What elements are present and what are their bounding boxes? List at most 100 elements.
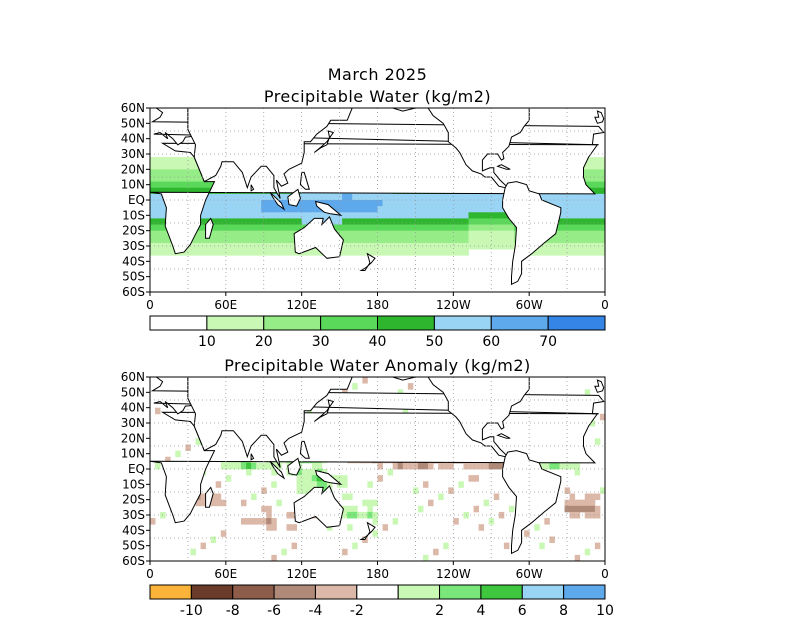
coastline-borneo <box>287 457 301 476</box>
coastline-asia <box>187 108 378 199</box>
colorbar-swatch <box>563 584 606 600</box>
colorbar-swatch <box>320 315 379 331</box>
colorbar-swatch <box>206 315 265 331</box>
map-title-line-2: Precipitable Water (kg/m2) <box>263 87 492 106</box>
lat-label: 20N <box>121 162 145 176</box>
coastline-uk <box>594 110 605 124</box>
map-title-line-1: March 2025 <box>327 65 428 84</box>
coastline-uk <box>594 379 605 393</box>
colorbar-label: -8 <box>226 603 240 618</box>
colorbar-swatch <box>433 315 492 331</box>
continents <box>150 377 605 555</box>
colorbar-label: 30 <box>312 334 330 350</box>
colorbar-label: 2 <box>435 603 444 618</box>
colorbar-label: -2 <box>350 603 364 618</box>
lat-label: 10S <box>122 477 145 491</box>
lon-label: 60E <box>214 298 237 312</box>
colorbar: -10 -8 -6 -4 -2 2 4 6 8 10 <box>149 584 614 618</box>
lon-label: 0 <box>146 298 154 312</box>
colorbar-swatch <box>439 584 482 600</box>
coastline-asia <box>187 377 378 468</box>
lon-label: 0 <box>601 298 609 312</box>
lon-label: 60W <box>516 298 543 312</box>
lat-label: 20S <box>122 493 145 507</box>
continents <box>150 108 605 286</box>
lat-label: 30S <box>122 508 145 522</box>
colorbar-swatch <box>149 584 192 600</box>
coastline-northAmerica <box>392 108 530 189</box>
lon-label: 60W <box>516 567 543 581</box>
coastline-sriLanka <box>250 453 255 461</box>
lat-label: 30N <box>121 416 145 430</box>
coastline-greenland <box>527 377 550 378</box>
colorbar-swatch <box>377 315 435 331</box>
coastline-northAmerica <box>392 377 530 458</box>
coastline-cuba <box>496 433 511 439</box>
colorbar-label: 8 <box>559 603 568 618</box>
coastline-sumatra <box>269 460 286 480</box>
colorbar-label: 50 <box>425 334 443 350</box>
colorbar-label: 10 <box>198 334 216 350</box>
coastline-nz <box>359 521 376 540</box>
lat-label: 40N <box>121 401 145 415</box>
colorbar-swatch <box>480 584 523 600</box>
colorbar-swatch <box>521 584 565 600</box>
coastline-sumatra <box>269 191 286 211</box>
lat-label: 60N <box>121 101 145 115</box>
lat-label: 60N <box>121 370 145 384</box>
lat-label: 50N <box>121 385 145 399</box>
colorbar-label: -4 <box>308 603 322 618</box>
colorbar-swatch <box>547 315 606 331</box>
coastline-nz <box>359 252 376 271</box>
colorbar-label: 60 <box>482 334 500 350</box>
colorbar-swatch <box>356 584 399 600</box>
lat-label: 50N <box>121 116 145 130</box>
colorbar-label: 70 <box>539 334 557 350</box>
colorbar-swatch <box>263 315 322 331</box>
colorbar-label: 20 <box>255 334 273 350</box>
lat-label: 60S <box>122 285 145 299</box>
lat-label: 40N <box>121 132 145 146</box>
lon-label: 0 <box>146 567 154 581</box>
colorbar: 10 20 30 40 50 60 70 <box>149 315 606 350</box>
lon-label: 120E <box>286 298 317 312</box>
colorbar-label: 40 <box>369 334 387 350</box>
lat-label: EQ <box>128 462 145 476</box>
lat-label: 10N <box>121 447 145 461</box>
coastline-madagascar <box>205 217 214 239</box>
lat-label: 50S <box>122 270 145 284</box>
colorbar-label: -6 <box>267 603 281 618</box>
lat-label: 10S <box>122 208 145 222</box>
graticule <box>150 108 605 292</box>
coastline-newGuinea <box>314 469 343 486</box>
coastline-sriLanka <box>250 184 255 192</box>
lon-label: 60E <box>214 567 237 581</box>
lon-label: 120W <box>436 567 471 581</box>
coastline-cuba <box>496 164 511 170</box>
colorbar-label: 4 <box>476 603 485 618</box>
lat-label: 30S <box>122 239 145 253</box>
colorbar-swatch <box>490 315 549 331</box>
lat-label: 30N <box>121 147 145 161</box>
coastline-southAmerica <box>502 181 562 286</box>
lon-label: 120W <box>436 298 471 312</box>
lat-label: 20S <box>122 224 145 238</box>
lat-label: EQ <box>128 193 145 207</box>
coastline-japan <box>313 130 335 153</box>
lat-label: 20N <box>121 431 145 445</box>
colorbar-swatch <box>273 584 316 600</box>
coastline-greenland <box>527 108 550 109</box>
colorbar-label: 6 <box>518 603 527 618</box>
colorbar-swatch <box>397 584 441 600</box>
lat-label: 40S <box>122 254 145 268</box>
coastline-borneo <box>287 188 301 207</box>
colorbar-swatch <box>314 584 358 600</box>
lon-label: 180 <box>366 298 389 312</box>
coastline-japan <box>313 399 335 422</box>
lat-label: 40S <box>122 523 145 537</box>
colorbar-swatch <box>190 584 234 600</box>
lon-label: 120E <box>286 567 317 581</box>
lon-label: 180 <box>366 567 389 581</box>
